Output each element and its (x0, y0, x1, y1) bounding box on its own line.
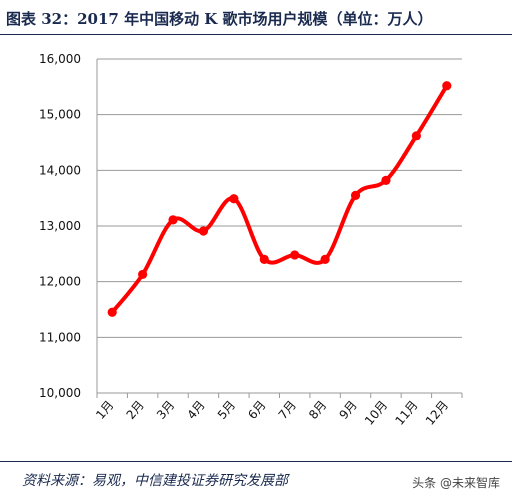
watermark: 头条 @未来智库 (412, 476, 500, 490)
data-point (320, 254, 330, 264)
data-point (107, 307, 117, 317)
x-tick-label: 3月 (154, 398, 177, 422)
data-point (138, 269, 148, 280)
y-tick-label: 14,000 (39, 163, 81, 177)
line-chart: 10,000 11,000 12,000 13,000 14,000 15,000 16,0… (39, 52, 463, 428)
y-tick-label: 10,000 (39, 386, 81, 400)
data-point (442, 81, 452, 91)
data-point (350, 190, 361, 200)
y-tick-label: 11,000 (39, 330, 81, 344)
y-tick-label: 16,000 (39, 52, 81, 66)
x-tick-label: 10月 (362, 398, 390, 428)
y-tick-label: 13,000 (39, 219, 81, 233)
data-point (259, 254, 269, 264)
data-point (168, 215, 178, 225)
data-point (411, 131, 421, 141)
x-tick-label: 1月 (93, 398, 116, 422)
data-point (381, 175, 391, 185)
series-line (110, 83, 449, 315)
x-tick-label: 5月 (215, 398, 238, 422)
source-note: 资料来源：易观，中信建投证券研究发展部 (22, 473, 288, 489)
chart-title: 图表 32：2017 年中国移动 K 歌市场用户规模（单位：万人） (6, 10, 433, 28)
y-tick-label: 12,000 (39, 275, 81, 289)
source-divider (0, 461, 512, 462)
x-tick-label: 11月 (392, 398, 420, 428)
data-point (198, 226, 209, 236)
data-point (229, 194, 239, 204)
x-tick-label: 9月 (336, 398, 359, 422)
x-tick-label: 8月 (306, 398, 329, 422)
x-tick-label: 4月 (184, 398, 207, 422)
data-point (290, 250, 300, 260)
x-tick-label: 2月 (124, 398, 147, 422)
x-tick-label: 12月 (423, 398, 451, 428)
x-tick-label: 6月 (245, 398, 268, 422)
x-tick-label: 7月 (276, 398, 299, 422)
title-divider (0, 34, 512, 35)
y-tick-label: 15,000 (39, 108, 81, 122)
